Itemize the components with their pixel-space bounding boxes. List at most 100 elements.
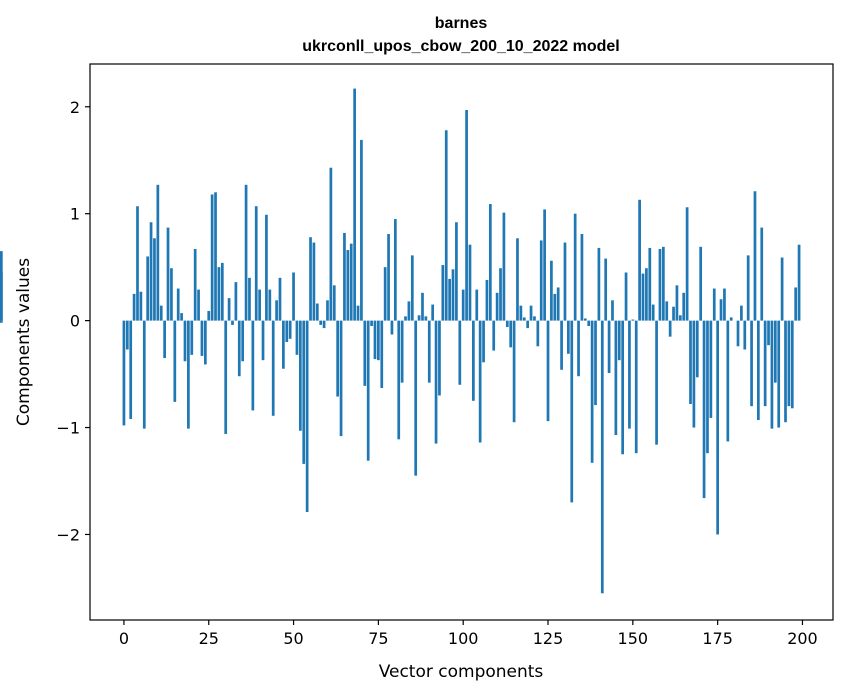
x-tick-label: 0 [119,629,129,648]
bar [773,320,777,383]
bar [567,320,570,354]
bar [231,320,234,325]
bar [451,269,455,321]
bar [519,305,523,321]
bar [461,289,465,321]
bar [288,320,292,339]
bar [512,320,516,423]
bar [410,255,414,321]
bar [729,317,733,321]
bar [193,248,197,321]
bar [458,320,462,385]
bar [421,292,424,321]
x-tick-label: 150 [618,629,649,648]
bar [651,304,655,321]
x-tick-label: 25 [199,629,219,648]
bar [495,292,499,321]
bar [309,237,312,321]
bar [794,287,798,321]
bar [377,320,380,361]
bar [248,277,251,321]
bar [295,320,299,355]
bar [125,320,129,350]
bar [706,320,709,454]
bar [332,285,336,321]
bar [611,300,614,321]
chart-title: barnes [435,15,488,32]
bar [682,292,686,321]
bar [153,238,156,321]
bar [685,207,689,321]
bar [0,272,3,321]
bar [672,306,675,321]
bar [387,234,390,321]
bar [237,320,241,377]
x-tick-label: 125 [533,629,564,648]
bar [356,305,360,321]
bar [424,316,428,321]
bar [655,320,658,445]
bar [163,320,166,359]
bar [203,320,207,365]
bar [142,320,146,429]
bar [529,305,533,321]
bar [271,320,275,416]
bar [482,320,485,363]
y-tick-label: 0 [70,312,80,331]
bar [336,320,340,397]
bar [746,255,750,321]
y-tick-label: 1 [70,205,80,224]
bar [159,305,163,321]
bar [278,277,282,321]
bar [251,320,255,411]
bar [784,320,787,423]
bar [505,320,509,328]
bar [695,320,699,378]
bar [570,320,574,503]
bar [750,320,753,407]
bar [597,247,601,321]
bar [560,320,563,370]
bar [709,320,713,418]
bar [197,289,200,321]
y-tick-label: −2 [56,525,80,544]
bar [492,320,496,351]
bar [448,278,451,321]
bar [349,243,353,321]
bar [370,320,373,326]
bar [407,301,411,321]
bar [638,199,641,321]
bar [438,320,441,396]
bar [400,320,404,383]
bar [404,316,407,321]
bar [719,299,723,321]
bar [0,320,3,323]
bar [641,273,645,321]
bar [546,320,550,422]
bar [522,317,526,321]
bar [499,268,502,321]
bar [485,279,489,321]
bar [689,320,692,405]
bar [315,303,319,321]
bar [292,272,295,321]
bar [156,184,160,321]
y-tick-label: 2 [70,98,80,117]
bar [645,268,648,321]
bar [770,320,774,429]
bar [648,247,652,321]
bar [224,320,228,434]
bar [662,246,665,321]
bar [129,320,133,419]
x-axis-label: Vector components [379,662,544,682]
bar [244,184,248,321]
bar [577,320,580,377]
bar [790,320,794,409]
bar [220,262,224,321]
bar [149,222,153,321]
bar [200,320,204,356]
bar [740,305,743,321]
bar [455,222,458,321]
